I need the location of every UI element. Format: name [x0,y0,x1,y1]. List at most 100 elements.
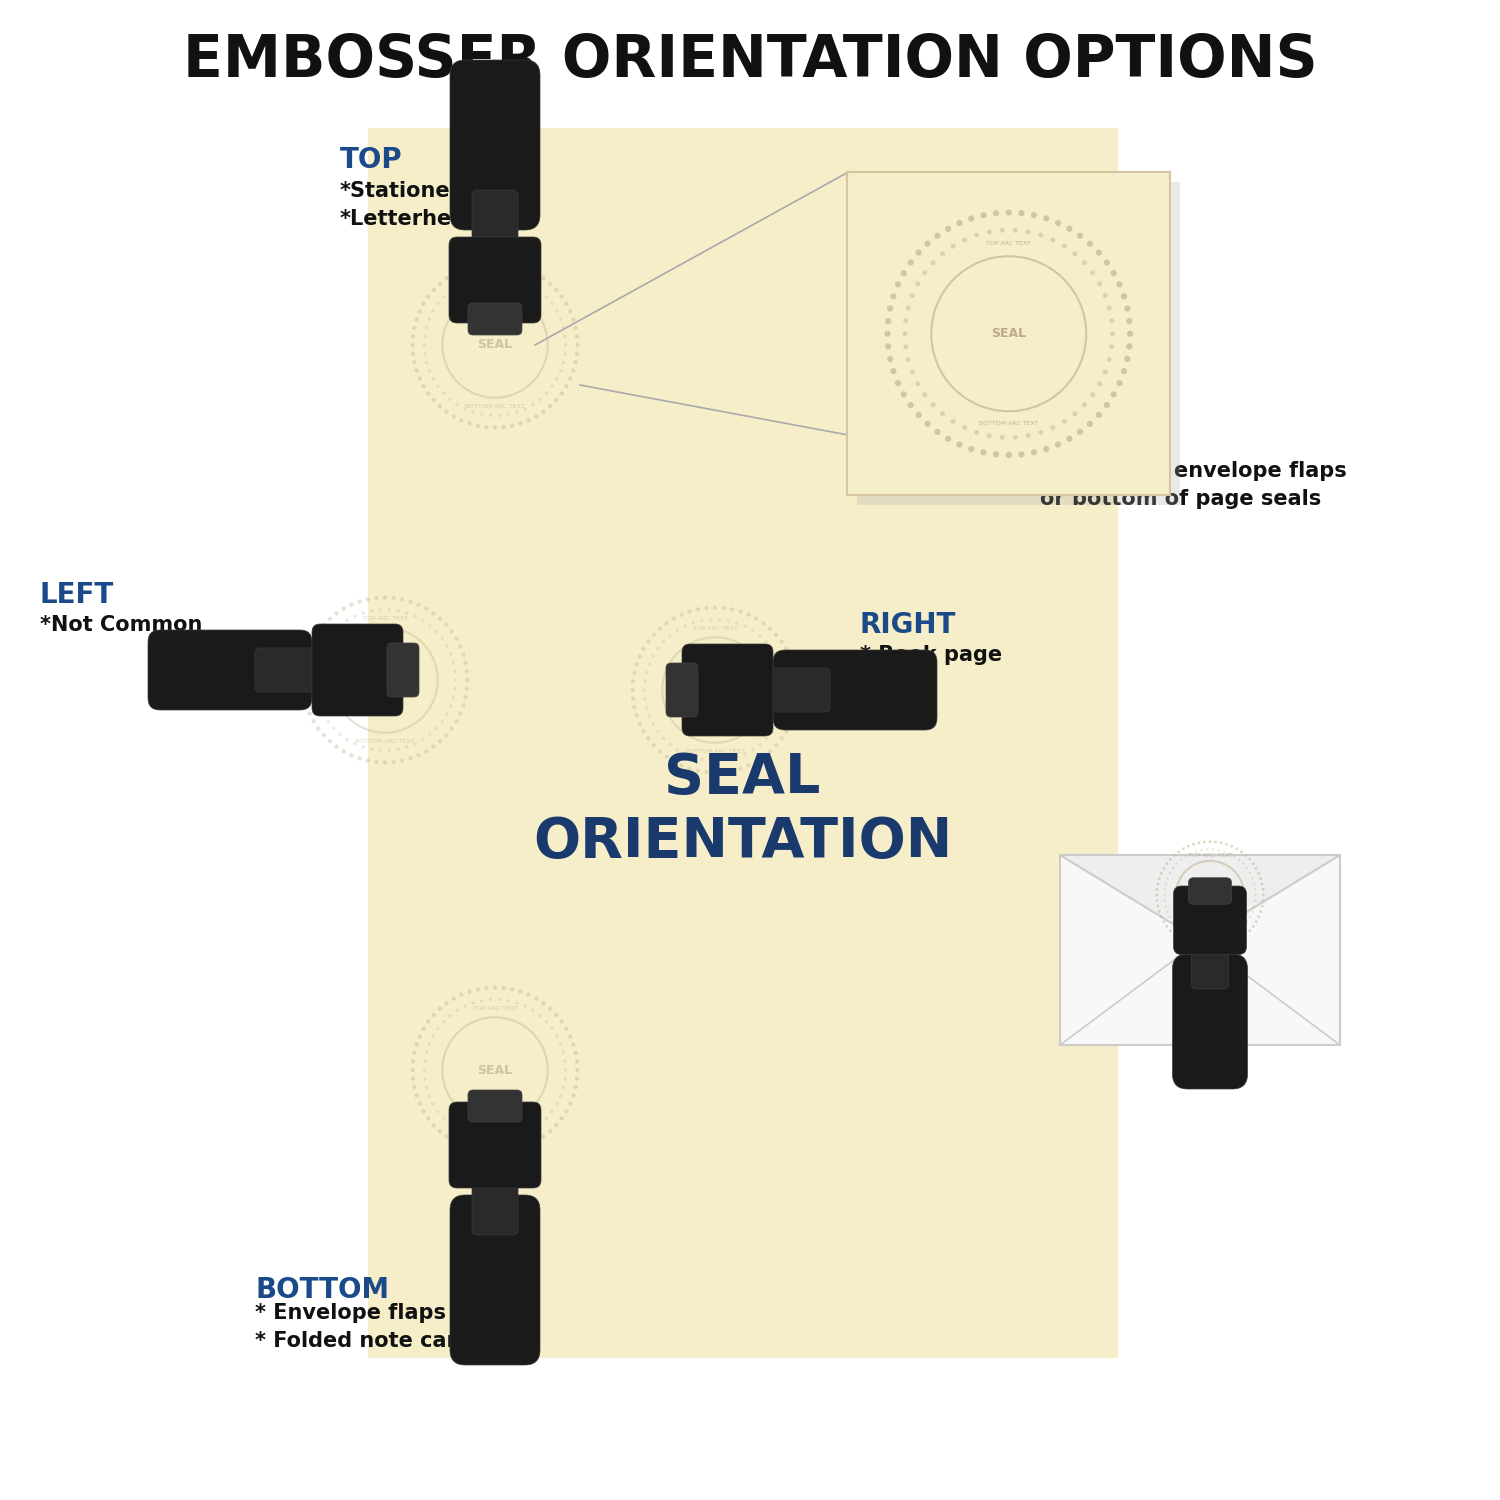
Circle shape [498,273,501,276]
Circle shape [560,1116,564,1120]
FancyBboxPatch shape [448,237,542,322]
Circle shape [924,420,930,428]
Circle shape [782,670,784,674]
Circle shape [1095,413,1102,419]
Circle shape [645,670,648,674]
Circle shape [632,670,636,675]
Circle shape [510,423,515,427]
Circle shape [945,225,951,232]
Circle shape [357,756,362,760]
Circle shape [442,1020,446,1023]
Circle shape [1248,930,1251,932]
Circle shape [1176,926,1178,927]
Circle shape [922,270,927,276]
Circle shape [514,1136,519,1138]
Circle shape [489,414,492,417]
Circle shape [435,726,438,730]
Circle shape [572,1094,576,1098]
Circle shape [1168,930,1172,932]
Circle shape [471,411,476,414]
Circle shape [424,606,429,610]
Circle shape [316,726,321,730]
Circle shape [1212,849,1214,850]
Circle shape [1164,894,1166,896]
Circle shape [752,628,754,632]
Circle shape [1030,211,1036,219]
Circle shape [934,232,940,238]
Circle shape [896,282,902,288]
Circle shape [910,292,915,298]
Circle shape [1222,850,1226,852]
Circle shape [1218,939,1219,940]
Circle shape [354,742,357,746]
Circle shape [564,344,567,346]
Circle shape [561,362,566,364]
FancyBboxPatch shape [760,668,830,712]
Circle shape [464,660,468,664]
FancyBboxPatch shape [448,1102,542,1188]
Circle shape [524,1132,526,1136]
Circle shape [314,687,316,690]
Circle shape [302,694,306,699]
Circle shape [664,621,669,626]
Circle shape [794,670,798,675]
Circle shape [573,360,578,364]
Circle shape [684,752,687,756]
Circle shape [510,262,515,267]
Circle shape [507,1137,510,1142]
Circle shape [561,1086,566,1089]
Circle shape [712,771,717,774]
Circle shape [1095,249,1102,255]
Text: *Stationery
*Letterhead: *Stationery *Letterhead [340,182,482,230]
Circle shape [1026,230,1030,234]
Circle shape [687,609,692,613]
Circle shape [459,267,464,272]
Circle shape [1200,849,1203,852]
Circle shape [648,663,651,666]
Circle shape [387,748,392,752]
Circle shape [778,663,783,666]
Circle shape [1262,904,1263,908]
Circle shape [576,1068,579,1072]
Circle shape [441,638,444,640]
Circle shape [696,768,700,772]
Circle shape [427,369,430,372]
Circle shape [519,422,522,426]
Circle shape [644,680,646,682]
Circle shape [744,624,747,628]
Circle shape [526,993,531,998]
Text: BOTTOM ARC TEXT: BOTTOM ARC TEXT [1180,932,1239,938]
Circle shape [1162,921,1166,922]
Circle shape [1082,402,1088,408]
Circle shape [484,424,489,429]
Circle shape [375,760,378,764]
Circle shape [453,687,456,690]
Circle shape [1120,368,1126,375]
Circle shape [548,282,552,286]
Circle shape [1164,888,1166,891]
Circle shape [468,1146,471,1150]
Circle shape [524,1005,526,1008]
Circle shape [519,1146,522,1150]
Circle shape [519,990,522,993]
Circle shape [564,1059,567,1064]
Circle shape [1126,318,1132,324]
Circle shape [542,1000,546,1005]
Circle shape [424,1086,429,1089]
Circle shape [692,621,694,624]
Circle shape [700,758,703,760]
Circle shape [768,627,772,632]
Circle shape [1180,858,1182,861]
Circle shape [423,1068,426,1071]
Circle shape [730,608,735,612]
Circle shape [1185,855,1186,858]
Circle shape [494,426,496,429]
Circle shape [411,1059,416,1064]
Circle shape [1186,942,1190,945]
Circle shape [662,736,666,740]
Circle shape [735,621,738,624]
Circle shape [915,413,922,419]
FancyBboxPatch shape [858,183,1180,506]
Circle shape [776,654,778,657]
Circle shape [424,326,429,328]
